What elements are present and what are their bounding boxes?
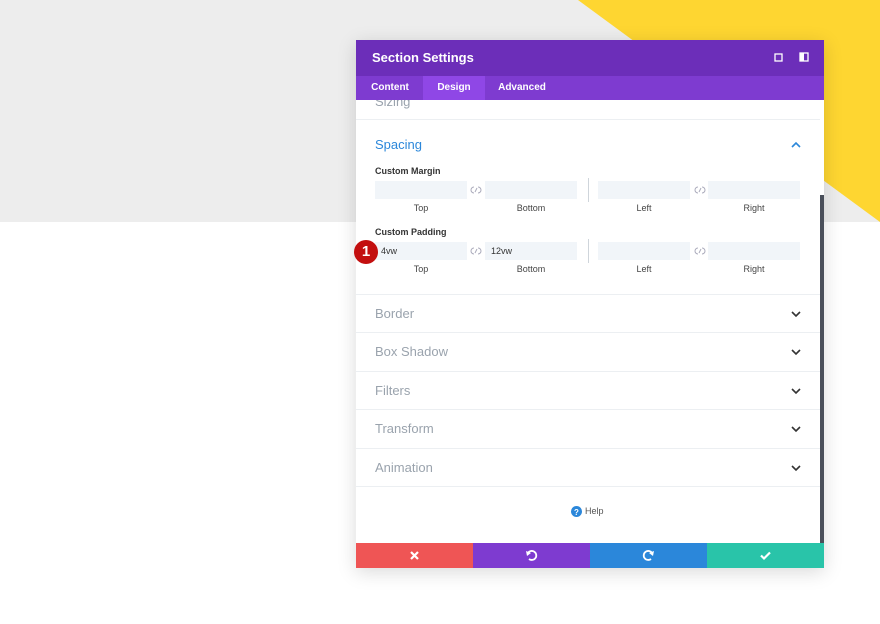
redo-button[interactable] [590, 543, 707, 568]
tab[interactable]: Content [371, 82, 409, 93]
save-button[interactable] [707, 543, 824, 568]
field-label: Bottom [516, 264, 546, 274]
chevron-down[interactable] [791, 464, 801, 472]
section-title[interactable]: Border [375, 306, 415, 321]
section-title[interactable]: Animation [375, 459, 433, 475]
input-field[interactable] [598, 181, 690, 199]
svg-text:?: ? [574, 508, 579, 517]
scrollbar [820, 195, 824, 543]
field-label: Bottom [516, 203, 546, 213]
tab-active[interactable]: Design [423, 76, 485, 100]
section-title[interactable]: Sizing [375, 100, 411, 109]
section-title[interactable]: Filters [375, 382, 411, 398]
divider [588, 178, 589, 202]
clip: Sizing [356, 100, 820, 112]
panel-title: Section Settings [372, 50, 474, 65]
chevron-down[interactable] [791, 425, 801, 433]
field-label: Right [743, 203, 765, 213]
link-icon[interactable] [470, 247, 482, 255]
tab[interactable]: Advanced [498, 82, 546, 93]
group-label: Custom Padding [375, 227, 447, 237]
help-icon[interactable]: ? [571, 506, 582, 517]
panel-header [356, 40, 824, 76]
section-title[interactable]: Box Shadow [375, 344, 448, 360]
chevron-down[interactable] [791, 310, 801, 318]
chevron-up[interactable] [791, 141, 801, 149]
section-title-open[interactable]: Spacing [375, 137, 422, 152]
separator [356, 486, 820, 487]
link-icon[interactable] [694, 186, 706, 194]
input-field[interactable]: 12vw [485, 242, 577, 260]
separator [356, 447, 820, 449]
input-field[interactable]: 4vw [375, 242, 467, 260]
link-icon[interactable] [470, 186, 482, 194]
input-field[interactable] [485, 181, 577, 199]
step-badge: 1 [354, 240, 378, 264]
section-title[interactable]: Transform [375, 421, 434, 437]
separator [356, 409, 820, 411]
separator [356, 119, 820, 120]
settings-panel [356, 40, 824, 568]
undo-button[interactable] [473, 543, 590, 568]
input-field[interactable] [598, 242, 690, 260]
chevron-down[interactable] [791, 348, 801, 356]
input-field[interactable] [375, 181, 467, 199]
separator [356, 370, 820, 372]
divider [588, 239, 589, 263]
input-field[interactable] [708, 181, 800, 199]
header-icons[interactable] [773, 52, 813, 64]
field-label: Top [413, 203, 429, 213]
group-label: Custom Margin [375, 166, 441, 176]
separator [356, 332, 820, 334]
separator [356, 294, 820, 295]
field-label: Right [743, 264, 765, 274]
field-label: Left [636, 264, 652, 274]
cancel-button[interactable] [356, 543, 473, 568]
link-icon[interactable] [694, 247, 706, 255]
chevron-down[interactable] [791, 387, 801, 395]
field-label: Top [413, 264, 429, 274]
help-link[interactable]: Help [585, 506, 604, 516]
input-field[interactable] [708, 242, 800, 260]
field-label: Left [636, 203, 652, 213]
